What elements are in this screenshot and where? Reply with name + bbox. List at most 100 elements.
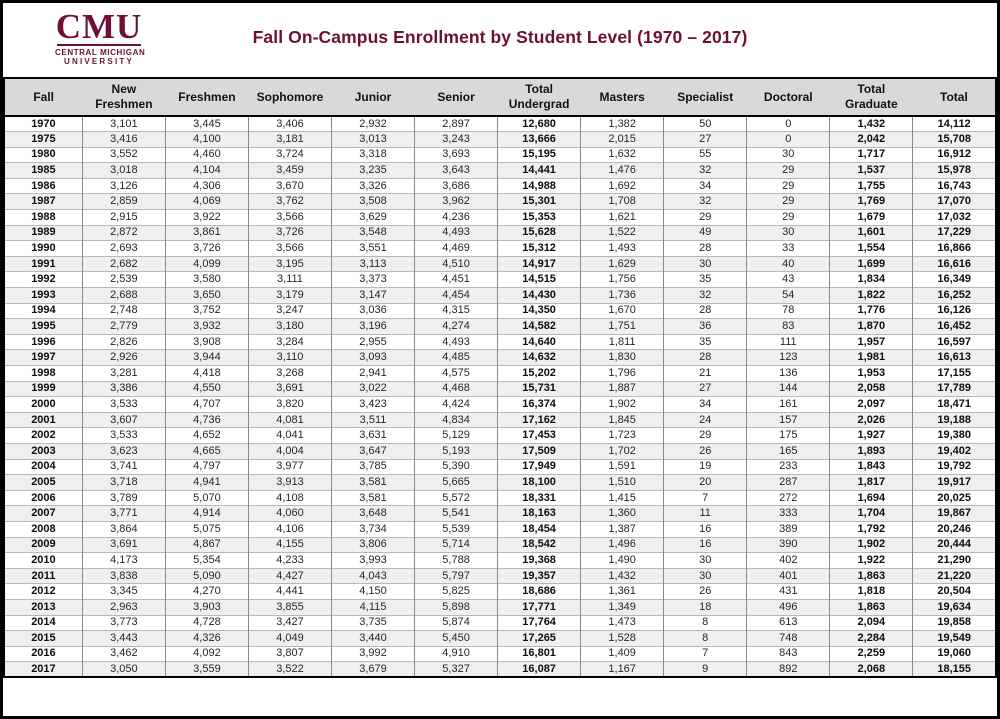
value-cell: 3,022 xyxy=(330,380,415,397)
value-cell: 2,284 xyxy=(829,630,913,647)
value-cell: 16,252 xyxy=(912,287,996,304)
value-cell: 1,601 xyxy=(829,224,913,241)
value-cell: 18,542 xyxy=(497,536,581,553)
value-cell: 32 xyxy=(663,193,747,210)
table-row: 2008 3,864 5,075 4,106 3,734 5,539 18,454 1,387… xyxy=(4,520,996,538)
value-cell: 16,374 xyxy=(497,396,581,413)
value-cell: 3,445 xyxy=(164,116,249,132)
value-cell: 20,025 xyxy=(912,489,996,506)
table-row: 1985 3,018 4,104 3,459 3,235 3,643 14,441 1,476… xyxy=(4,162,996,179)
value-cell: 3,741 xyxy=(81,458,166,475)
value-cell: 3,284 xyxy=(247,333,332,350)
value-cell: 2,779 xyxy=(81,318,166,335)
table-row: 1975 3,416 4,100 3,181 3,013 3,243 13,666 2,015… xyxy=(4,131,996,148)
value-cell: 14,112 xyxy=(912,116,996,132)
value-cell: 4,150 xyxy=(330,583,415,600)
value-cell: 16,597 xyxy=(912,333,996,350)
value-cell: 20,444 xyxy=(912,536,996,553)
value-cell: 16 xyxy=(663,520,747,538)
value-cell: 1,360 xyxy=(580,505,664,522)
year-cell: 2011 xyxy=(4,567,83,584)
value-cell: 1,632 xyxy=(580,146,664,163)
value-cell: 16,349 xyxy=(912,271,996,288)
value-cell: 5,450 xyxy=(414,630,498,647)
value-cell: 4,652 xyxy=(164,427,249,444)
value-cell: 4,867 xyxy=(164,536,249,553)
value-cell: 390 xyxy=(746,536,830,553)
value-cell: 40 xyxy=(746,255,830,272)
value-cell: 3,693 xyxy=(414,146,498,163)
value-cell: 3,631 xyxy=(330,427,415,444)
value-cell: 3,195 xyxy=(247,255,332,272)
value-cell: 4,274 xyxy=(414,318,498,335)
value-cell: 1,796 xyxy=(580,365,664,382)
value-cell: 4,510 xyxy=(414,255,498,272)
value-cell: 2,872 xyxy=(81,224,166,241)
value-cell: 233 xyxy=(746,458,830,475)
value-cell: 29 xyxy=(663,209,747,226)
table-row: 2001 3,607 4,736 4,081 3,511 4,834 17,162 1,845… xyxy=(4,411,996,428)
value-cell: 1,830 xyxy=(580,349,664,366)
value-cell: 4,306 xyxy=(164,177,249,194)
value-cell: 4,315 xyxy=(414,302,498,319)
value-cell: 32 xyxy=(663,287,747,304)
value-cell: 3,559 xyxy=(164,661,249,678)
value-cell: 2,826 xyxy=(81,333,166,350)
value-cell: 1,863 xyxy=(829,598,913,615)
value-cell: 3,913 xyxy=(247,474,332,491)
col-header-total-undergrad: Total Undergrad xyxy=(497,78,581,117)
value-cell: 3,416 xyxy=(81,131,166,148)
year-cell: 2014 xyxy=(4,614,83,631)
value-cell: 1,476 xyxy=(580,162,664,179)
value-cell: 26 xyxy=(663,583,747,600)
value-cell: 3,820 xyxy=(247,396,332,413)
year-cell: 1990 xyxy=(4,240,83,257)
year-cell: 2015 xyxy=(4,630,83,647)
value-cell: 27 xyxy=(663,380,747,397)
value-cell: 14,441 xyxy=(497,162,581,179)
value-cell: 4,485 xyxy=(414,349,498,366)
value-cell: 18,100 xyxy=(497,474,581,491)
year-cell: 1998 xyxy=(4,365,83,382)
value-cell: 16,912 xyxy=(912,146,996,163)
value-cell: 3,686 xyxy=(414,177,498,194)
year-cell: 1993 xyxy=(4,287,83,304)
value-cell: 3,406 xyxy=(247,116,332,132)
value-cell: 14,917 xyxy=(497,255,581,272)
value-cell: 1,621 xyxy=(580,209,664,226)
value-cell: 3,581 xyxy=(330,489,415,506)
value-cell: 4,041 xyxy=(247,427,332,444)
value-cell: 3,181 xyxy=(247,131,332,148)
value-cell: 3,243 xyxy=(414,131,498,148)
value-cell: 2,688 xyxy=(81,287,166,304)
table-row: 2015 3,443 4,326 4,049 3,440 5,450 17,265 1,528… xyxy=(4,630,996,647)
value-cell: 19,357 xyxy=(497,567,581,584)
value-cell: 18,454 xyxy=(497,520,581,538)
value-cell: 50 xyxy=(663,116,747,132)
table-row: 2007 3,771 4,914 4,060 3,648 5,541 18,163 1,360… xyxy=(4,505,996,522)
value-cell: 3,427 xyxy=(247,614,332,631)
value-cell: 3,093 xyxy=(330,349,415,366)
year-cell: 2013 xyxy=(4,598,83,615)
value-cell: 16 xyxy=(663,536,747,553)
value-cell: 144 xyxy=(746,380,830,397)
col-header-senior: Senior xyxy=(414,78,498,117)
value-cell: 14,515 xyxy=(497,271,581,288)
value-cell: 157 xyxy=(746,411,830,428)
value-cell: 3,126 xyxy=(81,177,166,194)
value-cell: 748 xyxy=(746,630,830,647)
year-cell: 2008 xyxy=(4,520,83,538)
table-row: 2003 3,623 4,665 4,004 3,647 5,193 17,509 1,702… xyxy=(4,442,996,460)
year-cell: 2002 xyxy=(4,427,83,444)
col-header-fall: Fall xyxy=(4,78,83,117)
value-cell: 3,373 xyxy=(330,271,415,288)
value-cell: 3,962 xyxy=(414,193,498,210)
value-cell: 29 xyxy=(746,209,830,226)
value-cell: 2,097 xyxy=(829,396,913,413)
value-cell: 1,415 xyxy=(580,489,664,506)
value-cell: 4,427 xyxy=(247,567,332,584)
value-cell: 4,451 xyxy=(414,271,498,288)
value-cell: 1,496 xyxy=(580,536,664,553)
value-cell: 3,566 xyxy=(247,209,332,226)
value-cell: 4,834 xyxy=(414,411,498,428)
